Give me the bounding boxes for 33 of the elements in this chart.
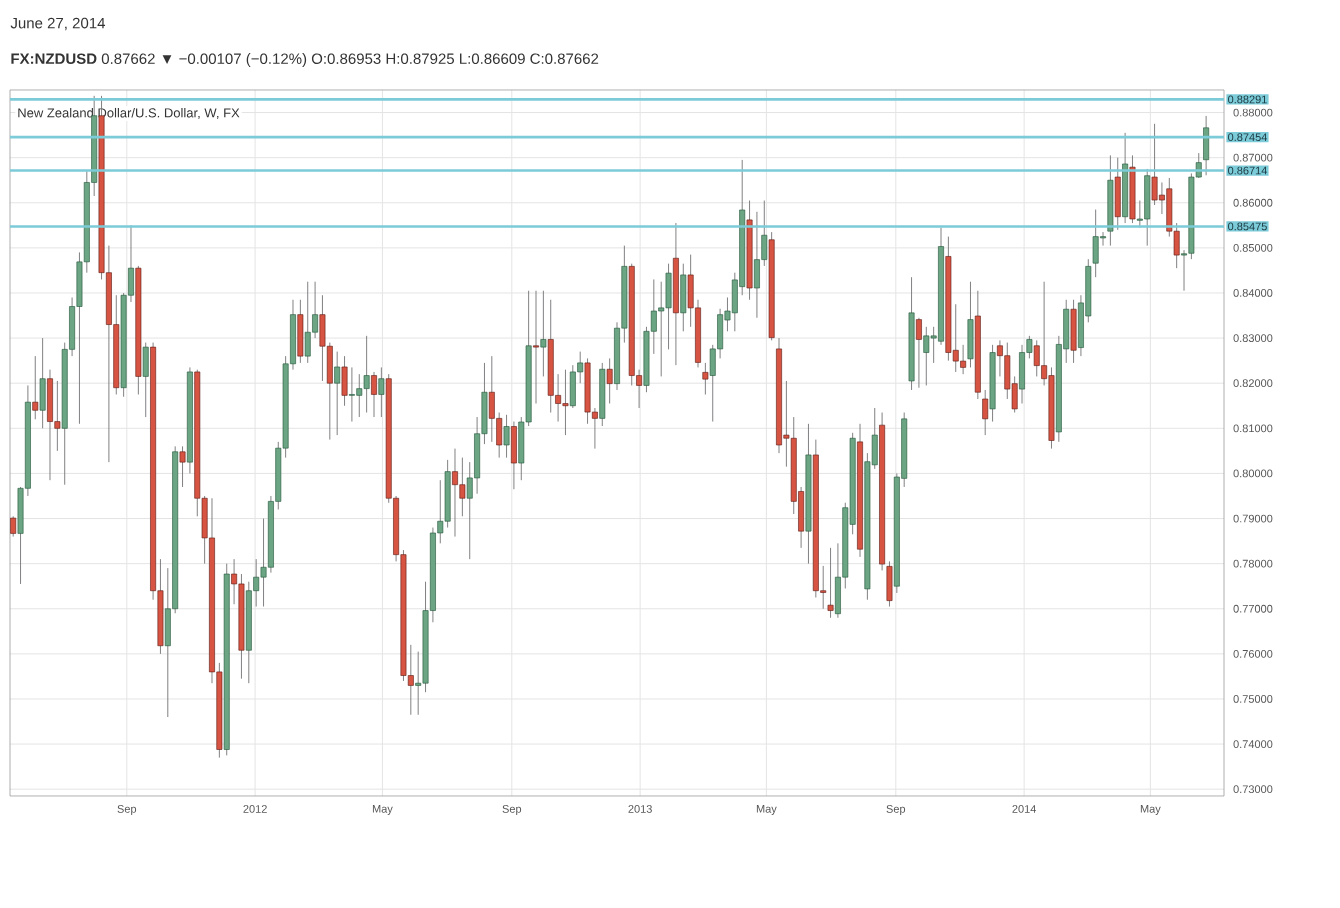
candlestick: [606, 357, 613, 404]
candlestick: [1151, 123, 1158, 206]
candlestick: [569, 364, 576, 409]
candlestick: [923, 326, 930, 386]
candlestick: [503, 414, 510, 459]
candlestick: [452, 448, 458, 538]
candlestick: [510, 421, 517, 490]
candlestick: [348, 366, 355, 422]
candlestick: [1070, 299, 1077, 364]
candlestick: [179, 445, 186, 488]
candlestick: [533, 290, 539, 404]
candlestick: [334, 351, 341, 436]
candlestick: [378, 366, 385, 418]
candlestick: [32, 355, 39, 420]
candlestick: [142, 342, 149, 418]
candlestick: [488, 355, 495, 443]
candlestick: [916, 317, 922, 389]
candlestick: [562, 369, 569, 436]
candlestick: [960, 344, 967, 375]
candlestick: [1144, 168, 1151, 247]
candlestick: [982, 389, 989, 436]
candlestick: [363, 335, 370, 413]
candlestick: [304, 281, 311, 364]
candlestick: [680, 263, 687, 332]
candlestick: [39, 337, 46, 429]
candlestick: [967, 281, 974, 368]
candlestick: [10, 515, 17, 538]
candlestick: [371, 371, 377, 418]
candlestick: [1203, 115, 1210, 176]
candlestick: [47, 369, 53, 481]
candlestick: [753, 211, 760, 319]
candlestick: [1019, 344, 1025, 404]
candlestick: [827, 547, 834, 619]
